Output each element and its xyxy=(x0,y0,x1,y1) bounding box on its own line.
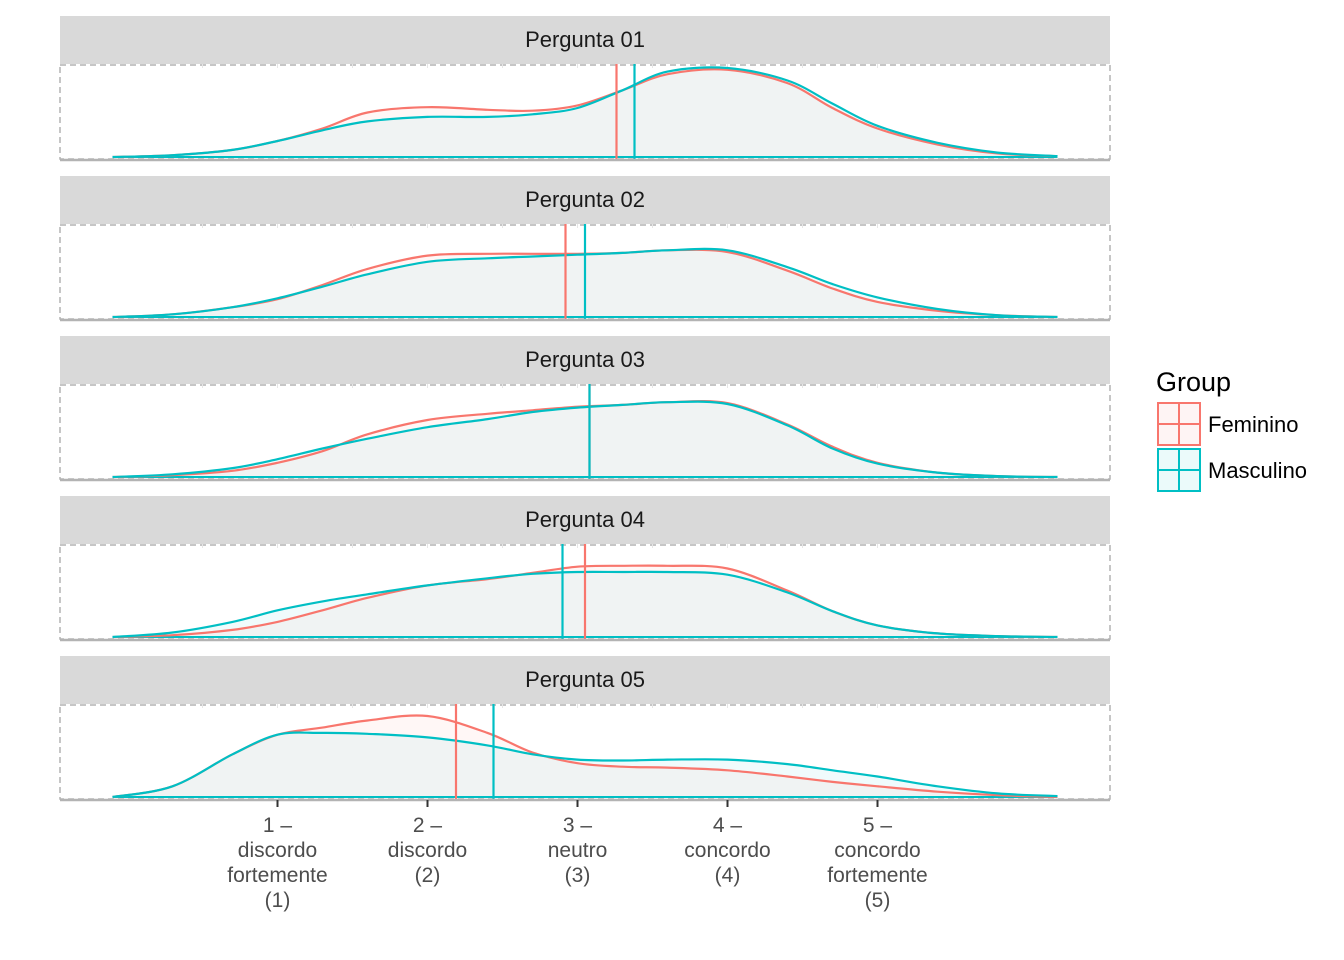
legend-item: Masculino xyxy=(1157,448,1307,492)
density-area-feminino xyxy=(112,401,1058,477)
x-tick-label: 4 – concordo (4) xyxy=(684,814,770,887)
facet-strip xyxy=(60,336,1110,384)
facet-strip xyxy=(60,496,1110,544)
legend-title: Group xyxy=(1156,367,1231,397)
x-tick-label-line: (1) xyxy=(265,889,291,912)
x-tick-label-line: concordo xyxy=(684,839,770,862)
density-area-masculino xyxy=(112,401,1058,477)
density-line-masculino xyxy=(112,731,1058,799)
x-tick-label-line: (5) xyxy=(865,889,891,912)
facet-strip-label: Pergunta 05 xyxy=(525,667,645,692)
x-tick-label-line: 1 – xyxy=(263,814,293,837)
x-tick-label-line: (4) xyxy=(715,864,741,887)
x-tick-label-line: neutro xyxy=(548,839,608,862)
facet-strip-label: Pergunta 03 xyxy=(525,347,645,372)
x-tick-label-line: 4 – xyxy=(713,814,743,837)
density-line-masculino xyxy=(112,247,1058,319)
x-tick-label: 1 – discordo fortemente (1) xyxy=(227,814,327,912)
facet-panel: Pergunta 05 xyxy=(59,656,1111,802)
x-axis: 1 – discordo fortemente (1)2 – discordo (2)3 … xyxy=(227,800,928,912)
density-area-feminino xyxy=(112,69,1058,157)
panel-border xyxy=(59,384,1111,480)
facet-panel: Pergunta 04 xyxy=(59,496,1111,642)
x-tick-label-line: fortemente xyxy=(827,864,927,887)
density-line-masculino xyxy=(112,66,1058,159)
x-tick-label-line: 3 – xyxy=(563,814,593,837)
legend-label: Feminino xyxy=(1208,412,1298,437)
density-area-feminino xyxy=(112,715,1058,797)
x-tick-label-line: discordo xyxy=(238,839,317,862)
x-tick-label-line: fortemente xyxy=(227,864,327,887)
legend: Group Feminino Masculino xyxy=(1156,367,1307,492)
legend-item: Feminino xyxy=(1157,402,1298,446)
x-tick-label: 5 – concordo fortemente (5) xyxy=(827,814,927,912)
x-tick-label: 2 – discordo (2) xyxy=(388,814,467,887)
x-tick-label: 3 – neutro (3) xyxy=(548,814,608,887)
density-line-masculino xyxy=(112,400,1058,479)
facet-strip xyxy=(60,656,1110,704)
facet-strip xyxy=(60,16,1110,64)
x-tick-label-line: discordo xyxy=(388,839,467,862)
facet-strip-label: Pergunta 02 xyxy=(525,187,645,212)
density-line-masculino xyxy=(112,570,1058,639)
facet-panel: Pergunta 03 xyxy=(59,336,1111,482)
panels: Pergunta 01 Pergunta 02 Pergunta 03 Pergunt… xyxy=(59,16,1111,802)
facet-strip-label: Pergunta 01 xyxy=(525,27,645,52)
x-tick-label-line: (2) xyxy=(415,864,441,887)
x-tick-label-line: 2 – xyxy=(413,814,443,837)
facet-strip-label: Pergunta 04 xyxy=(525,507,645,532)
x-tick-label-line: concordo xyxy=(834,839,920,862)
facet-strip xyxy=(60,176,1110,224)
facet-panel: Pergunta 02 xyxy=(59,176,1111,322)
x-tick-label-line: (3) xyxy=(565,864,591,887)
facet-panel: Pergunta 01 xyxy=(59,16,1111,162)
legend-label: Masculino xyxy=(1208,458,1307,483)
density-area-masculino xyxy=(112,67,1058,157)
x-tick-label-line: 5 – xyxy=(863,814,893,837)
